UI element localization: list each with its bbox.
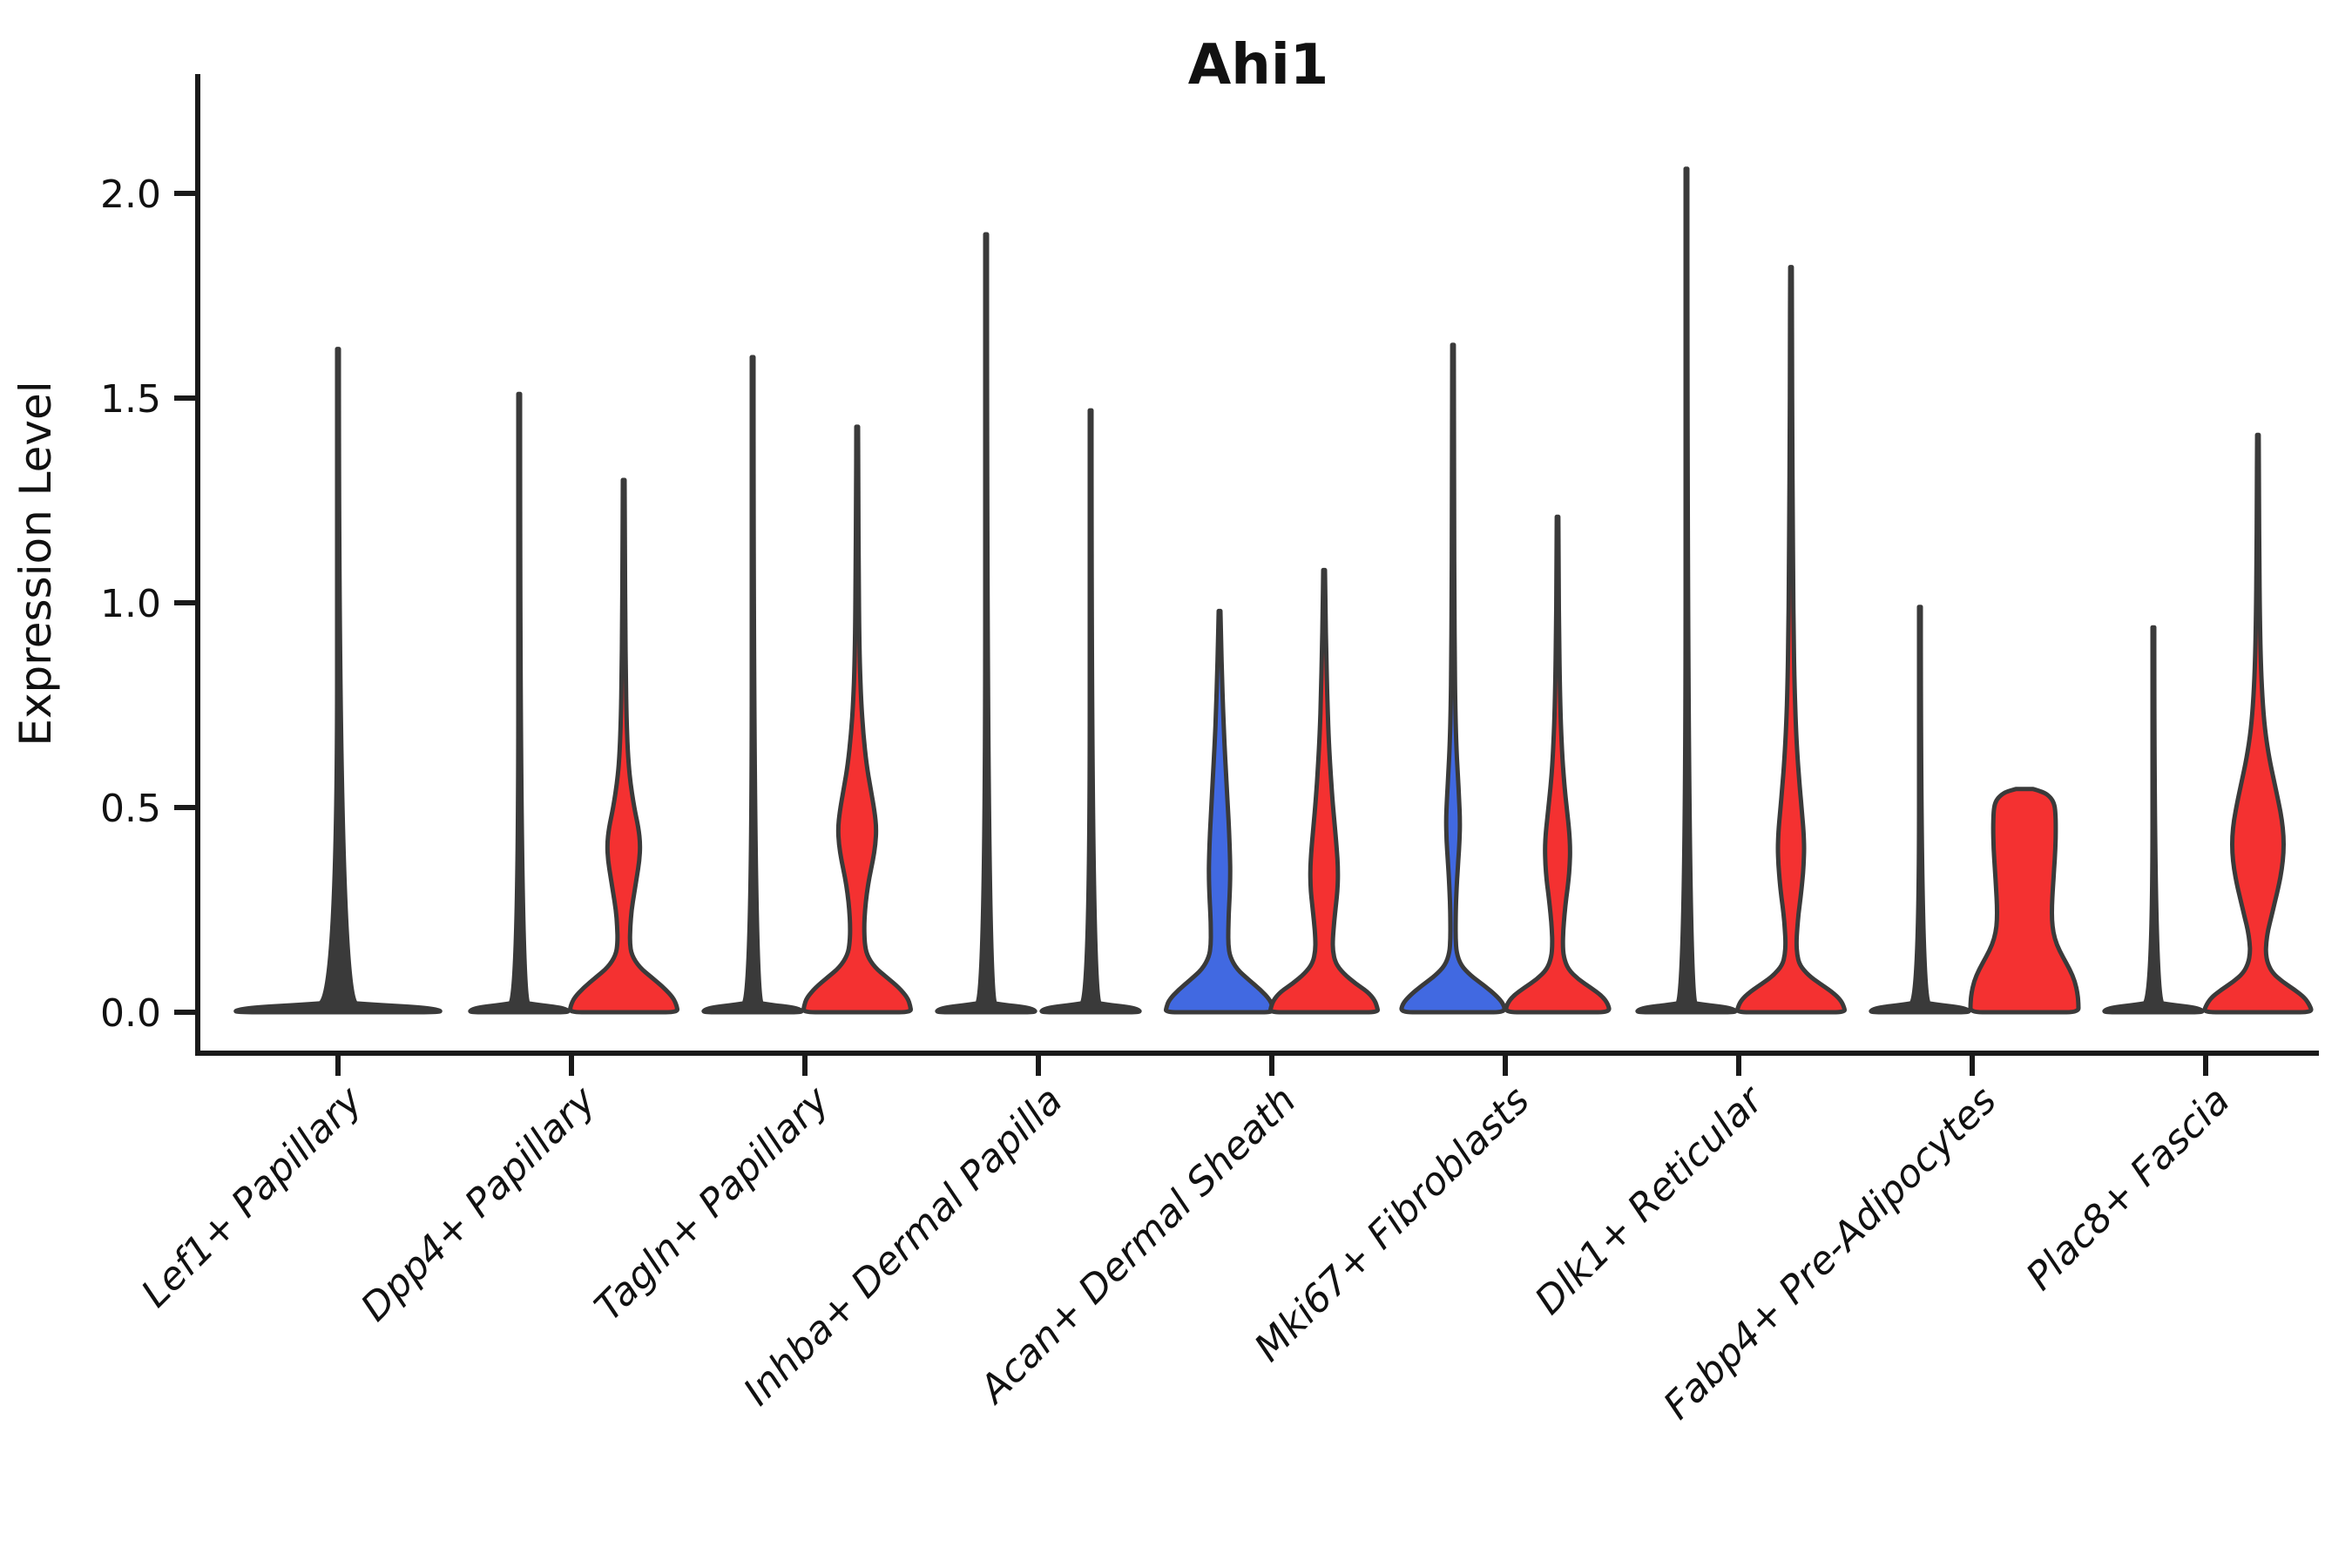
y-tick-label: 1.0: [100, 582, 161, 626]
violin-shape-cat6-right: [1504, 514, 1612, 1015]
x-tick-label: Plac8+ Fascia: [2017, 1078, 2238, 1299]
violin-shape-cat9-right: [2202, 432, 2314, 1015]
y-tick-label: 1.5: [100, 377, 161, 422]
violin-shape-cat5-left: [1164, 608, 1275, 1015]
x-tick-label: Tagln+ Papillary: [586, 1078, 838, 1329]
violin-shape-cat3-right: [801, 424, 913, 1015]
violin-shape-cat8-right: [1968, 787, 2081, 1015]
violin-shape-cat2-left: [468, 391, 571, 1015]
chart-title: Ahi1: [1188, 33, 1329, 98]
x-tick-label: Dlk1+ Reticular: [1526, 1077, 1773, 1323]
violin-shape-cat3-left: [701, 355, 804, 1015]
violin-shape-cat6-left: [1399, 342, 1507, 1015]
violin-shape-cat8-left: [1869, 605, 1971, 1015]
violin-shape-cat2-right: [568, 477, 679, 1015]
y-axis-label: Expression Level: [10, 381, 61, 746]
violin-shape-cat4-left: [935, 232, 1037, 1015]
x-tick-label: Lef1+ Papillary: [133, 1078, 372, 1316]
y-tick-label: 2.0: [100, 172, 161, 217]
violin-shape-cat9-left: [2102, 625, 2205, 1015]
violin-shape-cat1-single: [233, 347, 443, 1015]
violin-shape-cat5-right: [1268, 567, 1380, 1015]
y-tick-label: 0.0: [100, 991, 161, 1036]
y-tick-label: 0.5: [100, 787, 161, 831]
violin-shape-cat4-right: [1039, 408, 1142, 1015]
x-tick-label: Dpp4+ Papillary: [353, 1078, 605, 1330]
violin-shape-cat7-left: [1635, 166, 1738, 1015]
violin-shape-cat7-right: [1735, 265, 1847, 1015]
